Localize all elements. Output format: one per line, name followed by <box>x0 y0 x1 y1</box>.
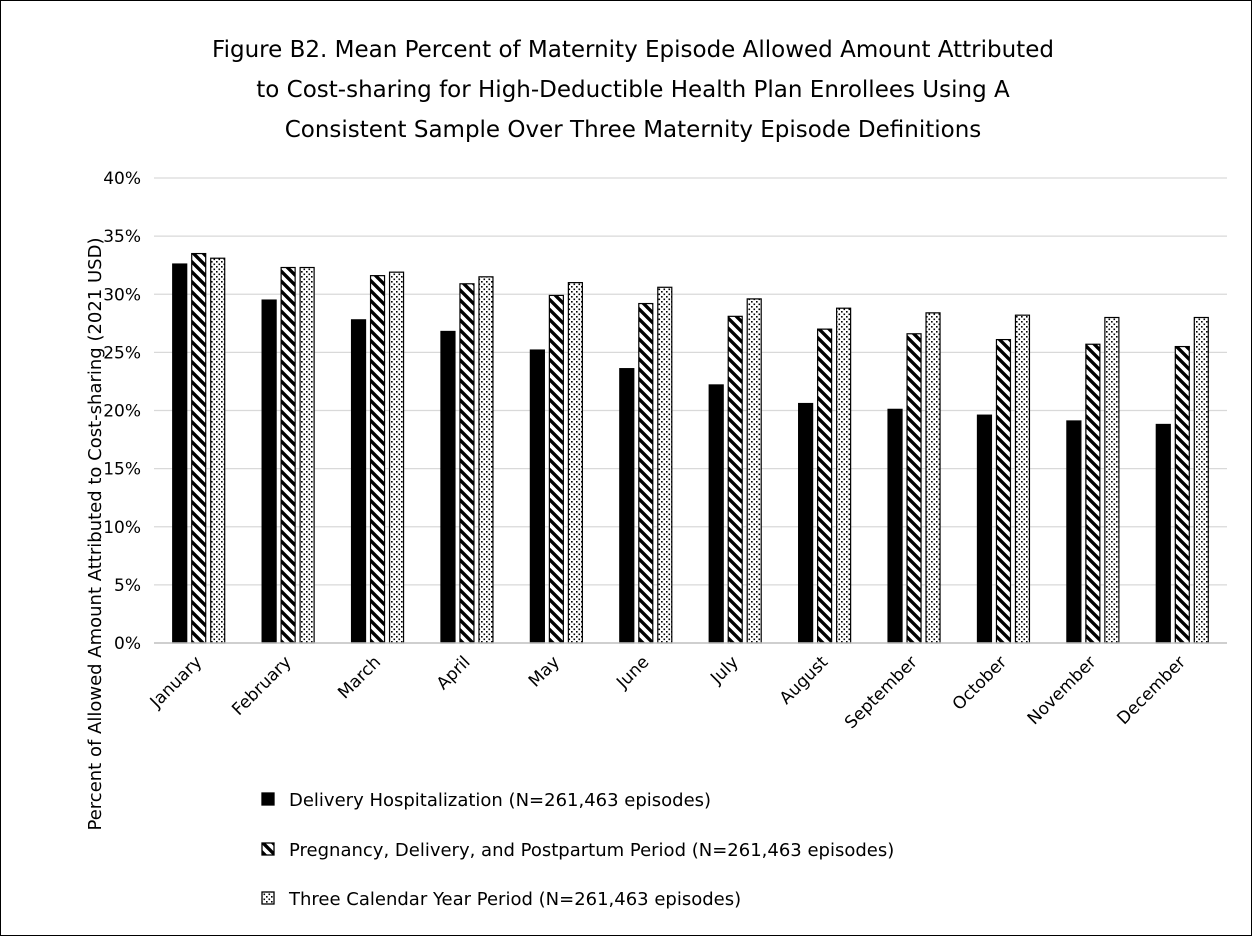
bar-pregnancy-delivery-postpartum <box>459 283 475 644</box>
bar-delivery-hospitalization <box>1066 420 1082 644</box>
legend-label: Delivery Hospitalization (N=261,463 epis… <box>289 790 711 811</box>
bar-pregnancy-delivery-postpartum <box>817 328 833 644</box>
title-line-3: Consistent Sample Over Three Maternity E… <box>285 117 982 143</box>
bar-three-calendar-year <box>925 312 941 644</box>
y-tick-label: 15% <box>103 460 141 480</box>
bar-three-calendar-year <box>210 257 226 644</box>
y-axis-title: Percent of Allowed Amount Attributed to … <box>85 238 106 831</box>
bar-three-calendar-year <box>836 307 852 644</box>
bar-pregnancy-delivery-postpartum <box>727 315 743 644</box>
bar-delivery-hospitalization <box>350 319 367 644</box>
x-axis-category-labels: January February March April May June July Augu… <box>146 652 1190 733</box>
y-tick-label: 5% <box>114 576 141 596</box>
x-category-label: May <box>525 652 564 691</box>
legend-item-pregnancy-delivery-postpartum: Pregnancy, Delivery, and Postpartum Peri… <box>261 840 894 861</box>
y-axis-ticks: 0% 5% 10% 15% 20% 25% 30% 35% 40% <box>103 169 141 654</box>
bar-pregnancy-delivery-postpartum <box>548 294 564 644</box>
bar-delivery-hospitalization <box>708 384 724 644</box>
bar-pregnancy-delivery-postpartum <box>995 338 1012 644</box>
x-category-label: January <box>146 652 206 712</box>
bar-pregnancy-delivery-postpartum <box>191 252 207 644</box>
legend-swatch <box>261 792 275 806</box>
bar-pregnancy-delivery-postpartum <box>1174 345 1190 644</box>
bar-three-calendar-year <box>567 282 583 644</box>
x-category-label: September <box>841 652 922 733</box>
bar-delivery-hospitalization <box>798 402 814 644</box>
x-category-label: July <box>706 652 742 688</box>
y-tick-label: 25% <box>103 343 141 363</box>
x-category-label: October <box>949 652 1011 714</box>
x-category-label: November <box>1024 652 1101 729</box>
x-category-label: March <box>334 652 385 703</box>
legend-swatch <box>261 891 275 905</box>
x-category-label: August <box>776 652 832 708</box>
bar-delivery-hospitalization <box>887 408 903 644</box>
bar-three-calendar-year <box>1014 314 1031 644</box>
bar-pregnancy-delivery-postpartum <box>280 266 296 644</box>
bar-three-calendar-year <box>1104 316 1120 644</box>
bar-delivery-hospitalization <box>529 349 545 644</box>
y-tick-label: 35% <box>103 227 141 247</box>
x-category-label: June <box>612 652 653 693</box>
bar-three-calendar-year <box>478 276 494 644</box>
bar-pregnancy-delivery-postpartum <box>1085 343 1101 644</box>
bar-three-calendar-year <box>1193 316 1209 644</box>
bar-three-calendar-year <box>746 298 762 644</box>
legend-label: Pregnancy, Delivery, and Postpartum Peri… <box>289 840 894 861</box>
legend-item-three-calendar-year: Three Calendar Year Period (N=261,463 ep… <box>261 889 741 910</box>
chart-title: Figure B2. Mean Percent of Maternity Epi… <box>212 37 1054 143</box>
bar-pregnancy-delivery-postpartum <box>369 275 386 644</box>
gridlines <box>154 177 1227 586</box>
legend: Delivery Hospitalization (N=261,463 epis… <box>261 790 894 910</box>
x-category-label: December <box>1113 652 1189 728</box>
bar-delivery-hospitalization <box>1155 423 1171 644</box>
legend-item-delivery-hospitalization: Delivery Hospitalization (N=261,463 epis… <box>261 790 711 811</box>
bar-three-calendar-year <box>657 286 673 644</box>
x-category-label: February <box>228 652 295 719</box>
y-tick-label: 30% <box>103 285 141 305</box>
bar-pregnancy-delivery-postpartum <box>638 302 654 644</box>
y-tick-label: 0% <box>114 634 141 654</box>
bar-delivery-hospitalization <box>261 299 277 644</box>
bar-pregnancy-delivery-postpartum <box>906 333 922 644</box>
bar-delivery-hospitalization <box>172 263 188 644</box>
x-category-label: April <box>433 652 475 694</box>
bar-delivery-hospitalization <box>619 368 635 644</box>
y-tick-label: 40% <box>103 169 141 189</box>
y-tick-label: 10% <box>103 518 141 538</box>
y-tick-label: 20% <box>103 402 141 422</box>
legend-label: Three Calendar Year Period (N=261,463 ep… <box>288 889 741 910</box>
legend-swatch <box>261 842 275 856</box>
bar-delivery-hospitalization <box>976 414 993 644</box>
title-line-1: Figure B2. Mean Percent of Maternity Epi… <box>212 37 1054 63</box>
bar-three-calendar-year <box>299 266 315 644</box>
bar-three-calendar-year <box>388 271 405 644</box>
bar-delivery-hospitalization <box>440 330 456 644</box>
title-line-2: to Cost-sharing for High-Deductible Heal… <box>256 77 1010 103</box>
